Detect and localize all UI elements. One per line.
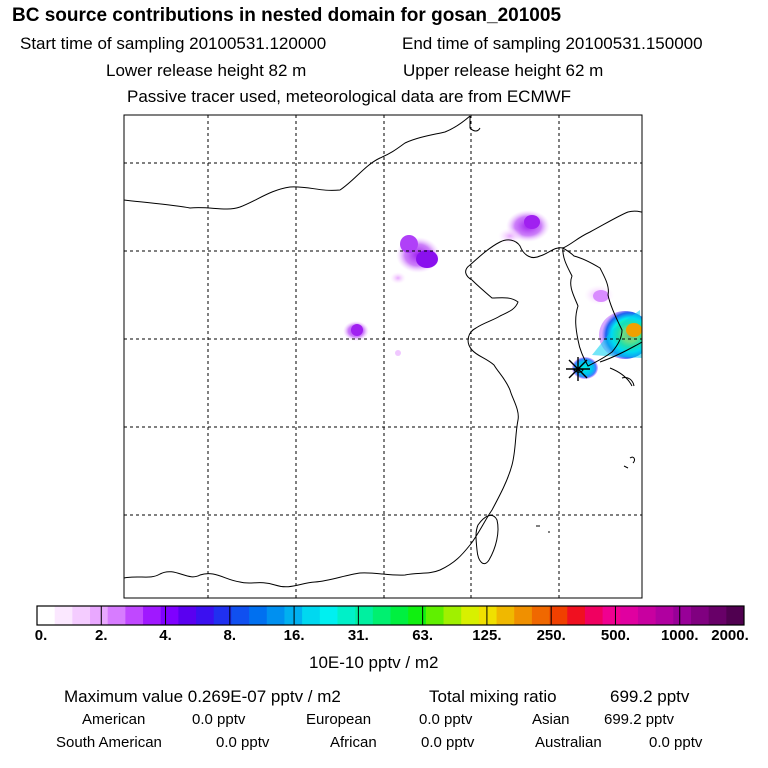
colorbar-frame <box>36 605 745 626</box>
colorbar-swatch <box>549 606 568 625</box>
colorbar-swatch <box>690 606 710 625</box>
colorbar-swatch <box>319 606 338 625</box>
colorbar-swatch <box>107 606 126 625</box>
colorbar-swatch <box>196 606 215 625</box>
asian-label: Asian <box>532 711 570 728</box>
lower-release-height: Lower release height 82 m <box>106 61 307 80</box>
colorbar-swatch <box>584 606 604 625</box>
colorbar-swatch <box>249 606 268 625</box>
colorbar-swatch <box>655 606 674 625</box>
colorbar-tick-label: 2. <box>95 627 108 644</box>
australian-value: 0.0 pptv <box>649 734 703 751</box>
colorbar-swatch <box>602 606 621 625</box>
colorbar-swatch <box>461 606 480 625</box>
colorbar-swatch <box>478 606 498 625</box>
colorbar-swatch <box>337 606 356 625</box>
colorbar-swatch <box>390 606 409 625</box>
korea-plume-core <box>593 290 609 302</box>
colorbar-tick-label: 31. <box>347 627 369 644</box>
colorbar-swatch <box>496 606 515 625</box>
japan-plume-band <box>592 310 642 358</box>
map-frame <box>123 114 643 599</box>
colorbar-swatch <box>72 606 91 625</box>
colorbar-swatch <box>160 606 179 625</box>
grid <box>124 115 642 598</box>
upper-release-height: Upper release height 62 m <box>403 61 604 80</box>
total-mixing-value: 699.2 pptv <box>610 687 690 706</box>
colorbar-swatch <box>231 606 250 625</box>
colorbar-tick-label: 0. <box>34 627 48 644</box>
tracer-note: Passive tracer used, meteorological data… <box>127 87 572 106</box>
northeast-plume-core <box>524 215 540 229</box>
start-time: Start time of sampling 20100531.120000 <box>20 34 327 53</box>
european-value: 0.0 pptv <box>419 711 473 728</box>
colorbar-swatch <box>178 606 197 625</box>
american-label: American <box>82 711 146 728</box>
colorbar-tick-label: 250. <box>536 627 566 644</box>
colorbar-swatch <box>54 606 73 625</box>
colorbar-swatch <box>531 606 551 625</box>
european-label: European <box>306 711 372 728</box>
colorbar-swatch <box>37 606 56 625</box>
chart-title: BC source contributions in nested domain… <box>12 5 562 26</box>
colorbar-swatch <box>408 606 427 625</box>
colorbar-tick-label: 8. <box>223 627 237 644</box>
colorbar-swatch <box>726 606 745 625</box>
colorbar-unit: 10E-10 pptv / m2 <box>309 653 439 672</box>
colorbar-swatch <box>90 606 109 625</box>
inner-mongolia-plume-upper <box>400 235 418 253</box>
south-american-value: 0.0 pptv <box>216 734 270 751</box>
colorbar-swatch <box>567 606 586 625</box>
colorbar-swatch <box>514 606 533 625</box>
colorbar-swatch <box>143 606 162 625</box>
colorbar-tick-label: 16. <box>283 627 305 644</box>
african-value: 0.0 pptv <box>421 734 475 751</box>
colorbar-tick-label: 125. <box>472 627 502 644</box>
end-time: End time of sampling 20100531.150000 <box>402 34 703 53</box>
colorbar-swatch <box>620 606 639 625</box>
colorbar-swatch <box>673 606 692 625</box>
asian-value: 699.2 pptv <box>604 711 675 728</box>
colorbar-tick-label: 63. <box>412 627 434 644</box>
colorbar-swatch <box>372 606 391 625</box>
colorbar-swatch <box>443 606 462 625</box>
colorbar-swatch <box>284 606 303 625</box>
receptor-star-icon <box>566 357 590 381</box>
tiny-plume <box>395 350 401 356</box>
inner-mongolia-plume-tail <box>390 272 406 284</box>
shanxi-plume-core <box>351 324 363 336</box>
australian-label: Australian <box>535 734 602 751</box>
colorbar-swatch <box>213 606 232 625</box>
colorbar-tick-label: 4. <box>159 627 172 644</box>
colorbar-tick-label: 1000. <box>660 627 699 644</box>
inner-mongolia-plume-core <box>416 250 438 268</box>
colorbar-swatch <box>266 606 285 625</box>
colorbar-swatch <box>125 606 144 625</box>
colorbar-swatch <box>425 606 445 625</box>
colorbar-swatch <box>302 606 321 625</box>
african-label: African <box>330 734 377 751</box>
american-value: 0.0 pptv <box>192 711 246 728</box>
japan-plume-hot <box>626 323 642 337</box>
colorbar-swatch <box>355 606 374 625</box>
colorbar-swatch <box>637 606 657 625</box>
colorbar-tick-label: 2000. <box>711 627 749 644</box>
colorbar-tick-label: 500. <box>600 627 631 644</box>
maximum-value: Maximum value 0.269E-07 pptv / m2 <box>64 687 341 706</box>
total-mixing-label: Total mixing ratio <box>429 687 557 706</box>
south-american-label: South American <box>56 734 162 751</box>
colorbar-swatch <box>708 606 727 625</box>
coastlines <box>124 115 642 588</box>
